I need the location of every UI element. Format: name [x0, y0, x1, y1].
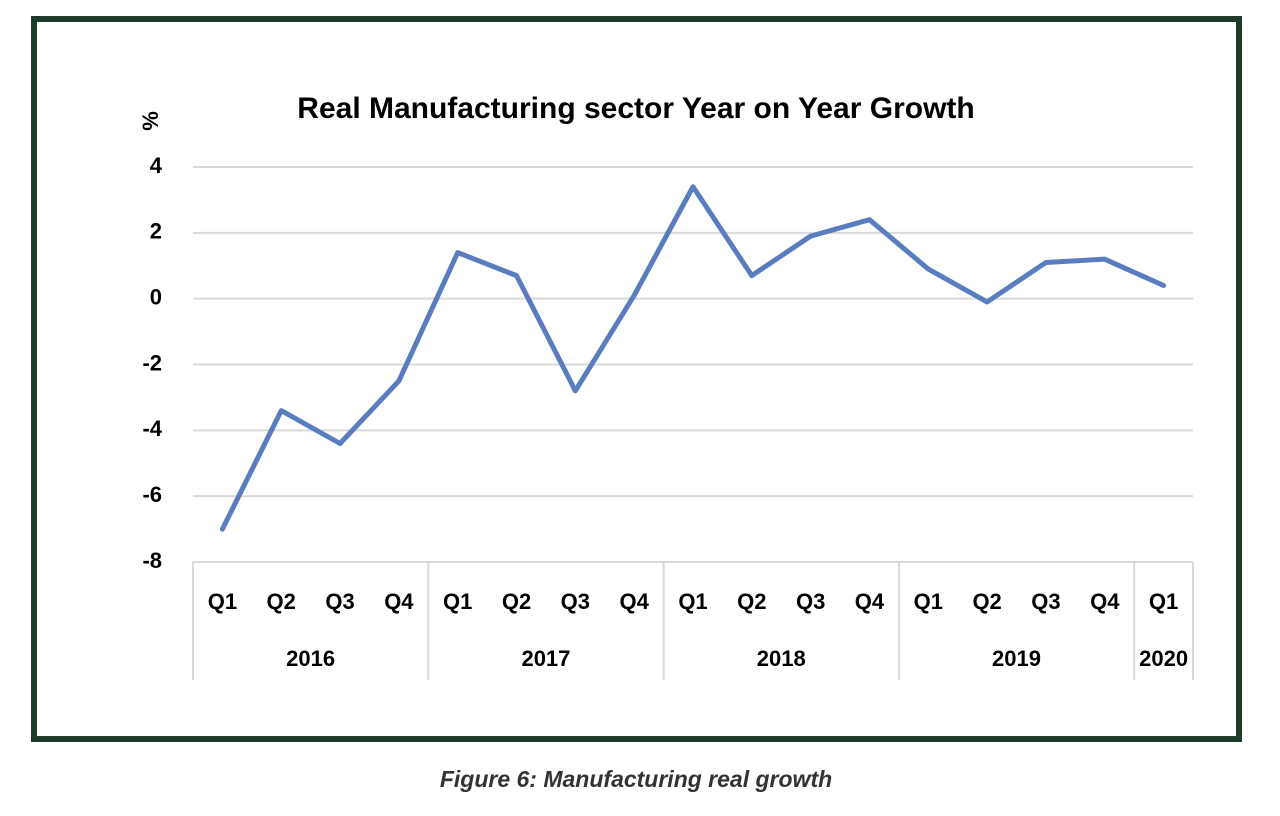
x-tick-label: Q4 — [1090, 589, 1120, 614]
x-tick-label: Q1 — [208, 589, 237, 614]
frame — [31, 16, 1242, 742]
x-group-label: 2017 — [521, 646, 570, 671]
y-tick-label: -4 — [142, 416, 162, 441]
x-tick-label: Q2 — [267, 589, 296, 614]
x-tick-label: Q1 — [1149, 589, 1178, 614]
x-group-label: 2018 — [757, 646, 806, 671]
y-axis-label: % — [138, 111, 163, 131]
y-tick-label: 4 — [150, 153, 163, 178]
x-tick-label: Q2 — [972, 589, 1001, 614]
x-tick-label: Q3 — [561, 589, 590, 614]
x-tick-label: Q3 — [1031, 589, 1060, 614]
y-tick-label: -6 — [142, 482, 162, 507]
x-tick-label: Q3 — [796, 589, 825, 614]
data-line — [219, 184, 1167, 532]
x-tick-label: Q2 — [737, 589, 766, 614]
x-group-label: 2020 — [1139, 646, 1188, 671]
x-tick-label: Q4 — [619, 589, 649, 614]
y-tick-label: -8 — [142, 548, 162, 573]
x-tick-label: Q2 — [502, 589, 531, 614]
x-tick-label: Q3 — [325, 589, 354, 614]
y-tick-label: -2 — [142, 350, 162, 375]
x-tick-label: Q4 — [384, 589, 414, 614]
chart-title: Real Manufacturing sector Year on Year G… — [297, 92, 974, 125]
x-group-label: 2016 — [286, 646, 335, 671]
x-group-label: 2019 — [992, 646, 1041, 671]
y-tick-label: 0 — [150, 284, 162, 309]
x-tick-label: Q1 — [914, 589, 943, 614]
x-tick-label: Q4 — [855, 589, 885, 614]
x-tick-label: Q1 — [678, 589, 707, 614]
y-tick-label: 2 — [150, 219, 162, 244]
x-tick-label: Q1 — [443, 589, 472, 614]
caption: Figure 6: Manufacturing real growth — [440, 766, 832, 792]
